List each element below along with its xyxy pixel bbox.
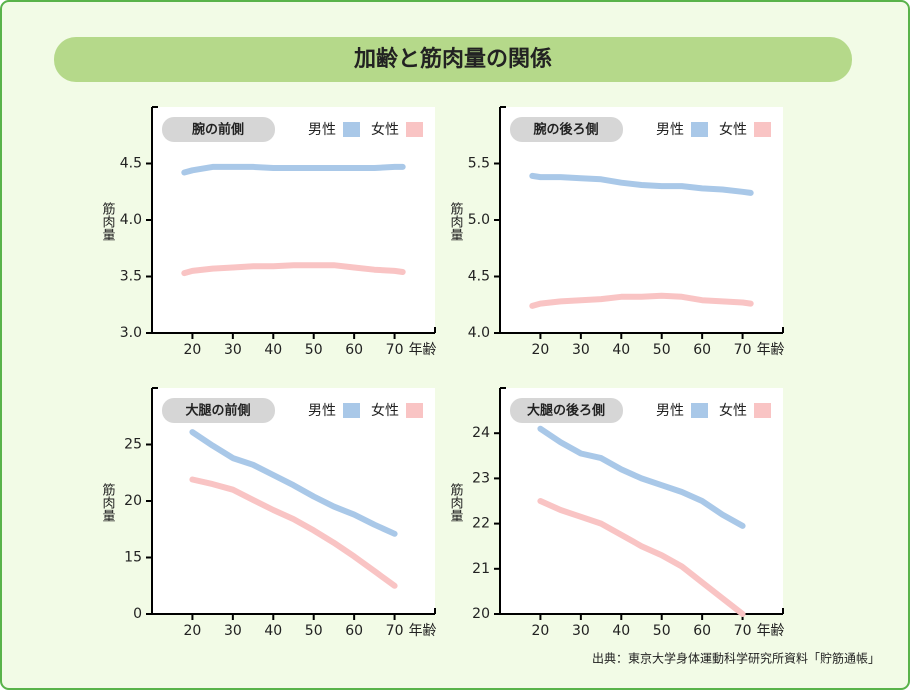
panel-title: 大腿の後ろ側 (527, 403, 605, 419)
y-axis-label: 筋肉量 (100, 482, 116, 522)
x-tick-label: 30 (224, 342, 242, 358)
legend-label: 男性 (656, 122, 684, 138)
plot-area (152, 107, 435, 333)
x-tick-label: 40 (612, 342, 630, 358)
y-tick-label: 3.5 (120, 269, 142, 285)
legend-label: 男性 (308, 403, 336, 419)
y-tick-label: 20 (124, 493, 142, 509)
legend-label: 女性 (371, 402, 399, 419)
y-tick-label: 3.0 (120, 325, 142, 341)
legend-swatch (406, 403, 423, 418)
x-tick-label: 20 (532, 623, 550, 639)
y-tick-label: 4.5 (468, 269, 490, 285)
series-line (189, 476, 398, 589)
series-line (189, 429, 398, 537)
legend-swatch (754, 403, 771, 418)
x-tick-label: 70 (734, 623, 752, 639)
x-tick-label: 30 (224, 623, 242, 639)
legend-swatch (343, 403, 360, 418)
x-tick-label: 70 (386, 623, 404, 639)
source: 出典：東京大学身体運動科学研究所資料「貯筋通帳」 (592, 651, 880, 666)
y-tick-label: 5.0 (468, 212, 490, 228)
y-tick-label: 20 (472, 606, 490, 622)
legend-label: 女性 (719, 121, 747, 138)
x-tick-label: 60 (693, 623, 711, 639)
panel-title: 大腿の前側 (185, 403, 250, 419)
x-tick-label: 70 (386, 342, 404, 358)
x-tick-label: 50 (305, 623, 323, 639)
legend-label: 女性 (719, 402, 747, 419)
plot-area (152, 388, 435, 614)
y-axis-label: 筋肉量 (448, 482, 464, 522)
series-line (181, 262, 406, 277)
x-tick-label: 60 (345, 342, 363, 358)
panel-title: 腕の前側 (192, 122, 244, 138)
y-tick-label: 15 (124, 550, 142, 566)
legend-swatch (754, 122, 771, 137)
legend-swatch (343, 122, 360, 137)
y-tick-label: 4.0 (120, 212, 142, 228)
panel-title-bg (162, 398, 275, 423)
x-axis-label: 年齢 (409, 342, 437, 358)
y-tick-label: 4.5 (120, 156, 142, 172)
series-line (537, 498, 746, 617)
y-tick-label: 22 (472, 516, 490, 532)
x-tick-label: 20 (184, 623, 202, 639)
x-tick-label: 20 (532, 342, 550, 358)
y-tick-label: 23 (472, 470, 490, 486)
series-line (537, 425, 746, 529)
y-tick-label: 25 (124, 437, 142, 453)
legend-label: 女性 (371, 121, 399, 138)
legend-label: 男性 (656, 403, 684, 419)
y-tick-label: 0 (133, 606, 142, 622)
y-axis-label: 筋肉量 (100, 201, 116, 241)
page-title: 加齢と筋肉量の関係 (353, 46, 552, 72)
y-tick-label: 24 (472, 425, 490, 441)
legend-label: 男性 (308, 122, 336, 138)
series-line (529, 292, 754, 309)
panel-title-bg (510, 398, 623, 423)
x-tick-label: 20 (184, 342, 202, 358)
legend-swatch (691, 122, 708, 137)
panel-title-bg (162, 117, 275, 142)
x-tick-label: 70 (734, 342, 752, 358)
x-tick-label: 40 (264, 623, 282, 639)
x-axis-label: 年齢 (757, 342, 785, 358)
x-tick-label: 40 (612, 623, 630, 639)
x-tick-label: 30 (572, 342, 590, 358)
x-tick-label: 30 (572, 623, 590, 639)
x-tick-label: 60 (345, 623, 363, 639)
panel-title-bg (510, 117, 623, 142)
x-tick-label: 50 (653, 623, 671, 639)
y-tick-label: 5.5 (468, 156, 490, 172)
x-tick-label: 50 (653, 342, 671, 358)
legend-swatch (406, 122, 423, 137)
x-axis-label: 年齢 (757, 623, 785, 639)
title-band (54, 37, 852, 82)
legend-swatch (691, 403, 708, 418)
y-axis-label: 筋肉量 (448, 201, 464, 241)
y-tick-label: 4.0 (468, 325, 490, 341)
x-axis-label: 年齢 (409, 623, 437, 639)
x-tick-label: 50 (305, 342, 323, 358)
x-tick-label: 40 (264, 342, 282, 358)
series-line (181, 163, 406, 176)
panel-title: 腕の後ろ側 (533, 122, 598, 138)
y-tick-label: 21 (472, 561, 490, 577)
series-line (529, 172, 754, 196)
x-tick-label: 60 (693, 342, 711, 358)
